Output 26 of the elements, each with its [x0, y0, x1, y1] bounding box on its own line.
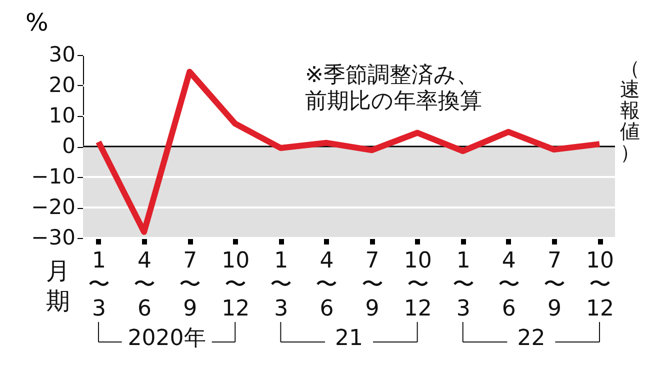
text: 22 — [517, 326, 546, 351]
x-tick-label: 10 〜 12 — [222, 248, 250, 322]
y-tick-label: −20 — [31, 195, 76, 219]
x-tick-label: 4 〜 6 — [316, 248, 338, 322]
text: 21 — [335, 326, 363, 351]
y-tick-label: −10 — [31, 164, 76, 188]
x-tick-label: 4 〜 6 — [134, 248, 156, 322]
x-tick-label: 7 〜 9 — [543, 248, 566, 322]
x-tick-label: 10 〜 12 — [404, 248, 432, 322]
x-axis-title: 月期 — [46, 257, 70, 315]
text: （速報値） — [620, 56, 640, 164]
y-tick-label: −30 — [31, 226, 76, 250]
y-axis-title: % — [26, 8, 48, 36]
x-tick-label: 1 〜 3 — [88, 248, 110, 322]
x-tick-label: 1 〜 3 — [452, 248, 474, 322]
x-tick-label: 7 〜 9 — [179, 248, 202, 322]
y-tick-label: 0 — [62, 134, 76, 158]
annotation: ※季節調整済み、前期比の年率換算 — [305, 63, 482, 114]
y-tick-label: 20 — [48, 73, 76, 97]
y-tick-label: 10 — [48, 104, 76, 128]
x-tick-label: 1 〜 3 — [270, 248, 292, 322]
text: 2020年 — [128, 326, 206, 351]
x-tick-label: 4 〜 6 — [498, 248, 520, 322]
y-tick-label: 30 — [48, 42, 76, 66]
x-tick-label: 10 〜 12 — [586, 248, 614, 322]
x-tick-label: 7 〜 9 — [361, 248, 384, 322]
